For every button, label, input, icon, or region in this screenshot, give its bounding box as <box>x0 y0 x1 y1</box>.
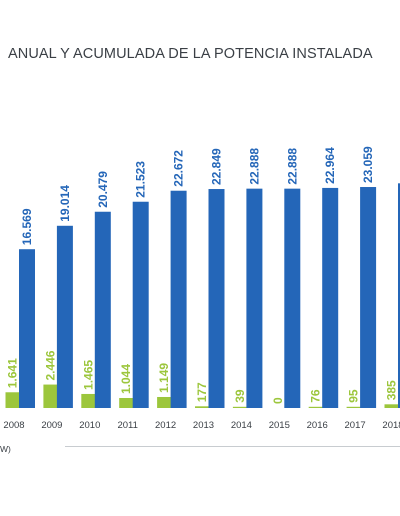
annual-bar-2018 <box>384 404 399 408</box>
cumulative-label-2008: 16.569 <box>20 208 34 245</box>
unit-label: W) <box>0 444 11 454</box>
cumulative-label-2016: 22.964 <box>323 147 337 184</box>
cumulative-bar-2016 <box>322 187 339 408</box>
cumulative-label-2009: 19.014 <box>58 185 72 222</box>
annual-bar-2016 <box>308 406 323 408</box>
annual-label-2011: 1.044 <box>119 364 133 394</box>
value-labels-group: 16.569 1.641 19.014 2.446 20.479 1.465 21.523 1… <box>6 142 400 404</box>
cumulative-label-2015: 22.888 <box>285 148 299 185</box>
x-tick-2015: 2015 <box>269 420 290 431</box>
annual-label-2013: 177 <box>195 382 209 402</box>
annual-label-2012: 1.149 <box>157 363 171 393</box>
x-tick-2018: 2018 <box>382 420 400 431</box>
x-tick-2012: 2012 <box>155 420 176 431</box>
annual-label-2016: 76 <box>309 389 323 403</box>
x-axis-ticks: 2008 2009 2010 2011 2012 2013 2014 2015 2016 2017… <box>3 420 400 431</box>
annual-bar-2010 <box>81 393 96 408</box>
cumulative-label-2012: 22.672 <box>172 150 186 187</box>
x-tick-2013: 2013 <box>193 420 214 431</box>
bars-group <box>5 183 400 408</box>
annual-bar-2011 <box>119 397 134 408</box>
x-tick-2017: 2017 <box>345 420 366 431</box>
cumulative-label-2017: 23.059 <box>361 146 375 183</box>
annual-bar-2012 <box>157 396 172 408</box>
annual-bar-2017 <box>346 406 361 408</box>
cumulative-bar-2012 <box>170 190 187 408</box>
cumulative-bar-2017 <box>360 187 377 408</box>
x-tick-2009: 2009 <box>41 420 62 431</box>
cumulative-label-2014: 22.888 <box>247 148 261 185</box>
annual-label-2014: 39 <box>233 389 247 403</box>
cumulative-bar-2013 <box>208 189 225 408</box>
x-tick-2010: 2010 <box>79 420 100 431</box>
annual-label-2008: 1.641 <box>6 358 20 388</box>
x-tick-2014: 2014 <box>231 420 252 431</box>
annual-label-2017: 95 <box>347 389 361 403</box>
annual-label-2018: 385 <box>385 380 399 400</box>
cumulative-bar-2008 <box>19 249 35 408</box>
annual-bar-2013 <box>195 406 209 408</box>
cumulative-label-2010: 20.479 <box>96 171 110 208</box>
cumulative-bar-2015 <box>284 188 301 408</box>
cumulative-bar-2011 <box>132 201 149 408</box>
x-tick-2016: 2016 <box>307 420 328 431</box>
cumulative-bar-2010 <box>94 211 111 408</box>
chart-title: ANUAL Y ACUMULADA DE LA POTENCIA INSTALA… <box>8 46 373 62</box>
cumulative-bar-2009 <box>56 225 73 408</box>
cumulative-bar-2018 <box>398 183 400 408</box>
annual-label-2009: 2.446 <box>43 350 57 380</box>
annual-label-2015: 0 <box>271 397 285 404</box>
cumulative-bar-2014 <box>246 188 263 408</box>
annual-label-2010: 1.465 <box>81 360 95 390</box>
cumulative-label-2013: 22.849 <box>210 148 224 185</box>
annual-bar-2009 <box>43 384 58 408</box>
x-tick-2011: 2011 <box>117 420 137 431</box>
x-tick-2008: 2008 <box>3 420 24 431</box>
cumulative-label-2011: 21.523 <box>134 161 148 198</box>
annual-bar-2008 <box>5 392 20 408</box>
annual-bar-2014 <box>232 406 247 408</box>
